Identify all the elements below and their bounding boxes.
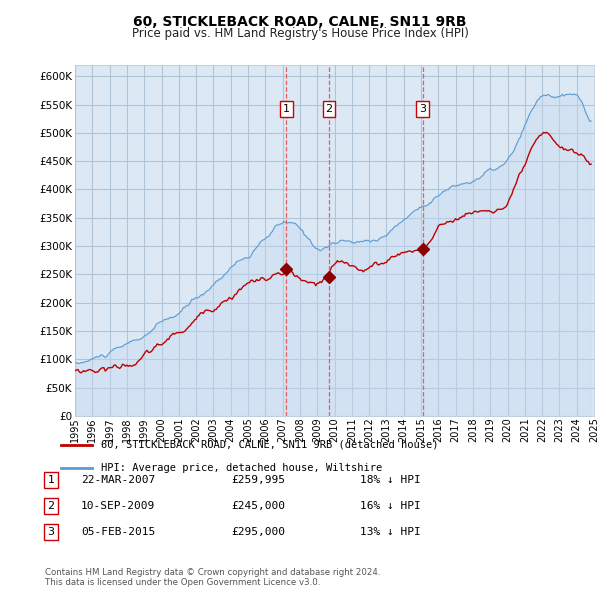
Text: 1: 1 xyxy=(47,476,55,485)
Text: 18% ↓ HPI: 18% ↓ HPI xyxy=(360,476,421,485)
Text: HPI: Average price, detached house, Wiltshire: HPI: Average price, detached house, Wilt… xyxy=(101,463,382,473)
Text: 60, STICKLEBACK ROAD, CALNE, SN11 9RB: 60, STICKLEBACK ROAD, CALNE, SN11 9RB xyxy=(133,15,467,29)
Text: 2: 2 xyxy=(47,502,55,511)
Text: Contains HM Land Registry data © Crown copyright and database right 2024.
This d: Contains HM Land Registry data © Crown c… xyxy=(45,568,380,587)
Text: 3: 3 xyxy=(419,104,426,114)
Text: 10-SEP-2009: 10-SEP-2009 xyxy=(81,502,155,511)
Text: £295,000: £295,000 xyxy=(231,527,285,537)
Text: 2: 2 xyxy=(326,104,332,114)
Text: £245,000: £245,000 xyxy=(231,502,285,511)
Text: 22-MAR-2007: 22-MAR-2007 xyxy=(81,476,155,485)
Text: 1: 1 xyxy=(283,104,290,114)
Text: 60, STICKLEBACK ROAD, CALNE, SN11 9RB (detached house): 60, STICKLEBACK ROAD, CALNE, SN11 9RB (d… xyxy=(101,440,438,450)
Text: 13% ↓ HPI: 13% ↓ HPI xyxy=(360,527,421,537)
Text: £259,995: £259,995 xyxy=(231,476,285,485)
Text: 05-FEB-2015: 05-FEB-2015 xyxy=(81,527,155,537)
Text: 3: 3 xyxy=(47,527,55,537)
Text: Price paid vs. HM Land Registry's House Price Index (HPI): Price paid vs. HM Land Registry's House … xyxy=(131,27,469,40)
Text: 16% ↓ HPI: 16% ↓ HPI xyxy=(360,502,421,511)
